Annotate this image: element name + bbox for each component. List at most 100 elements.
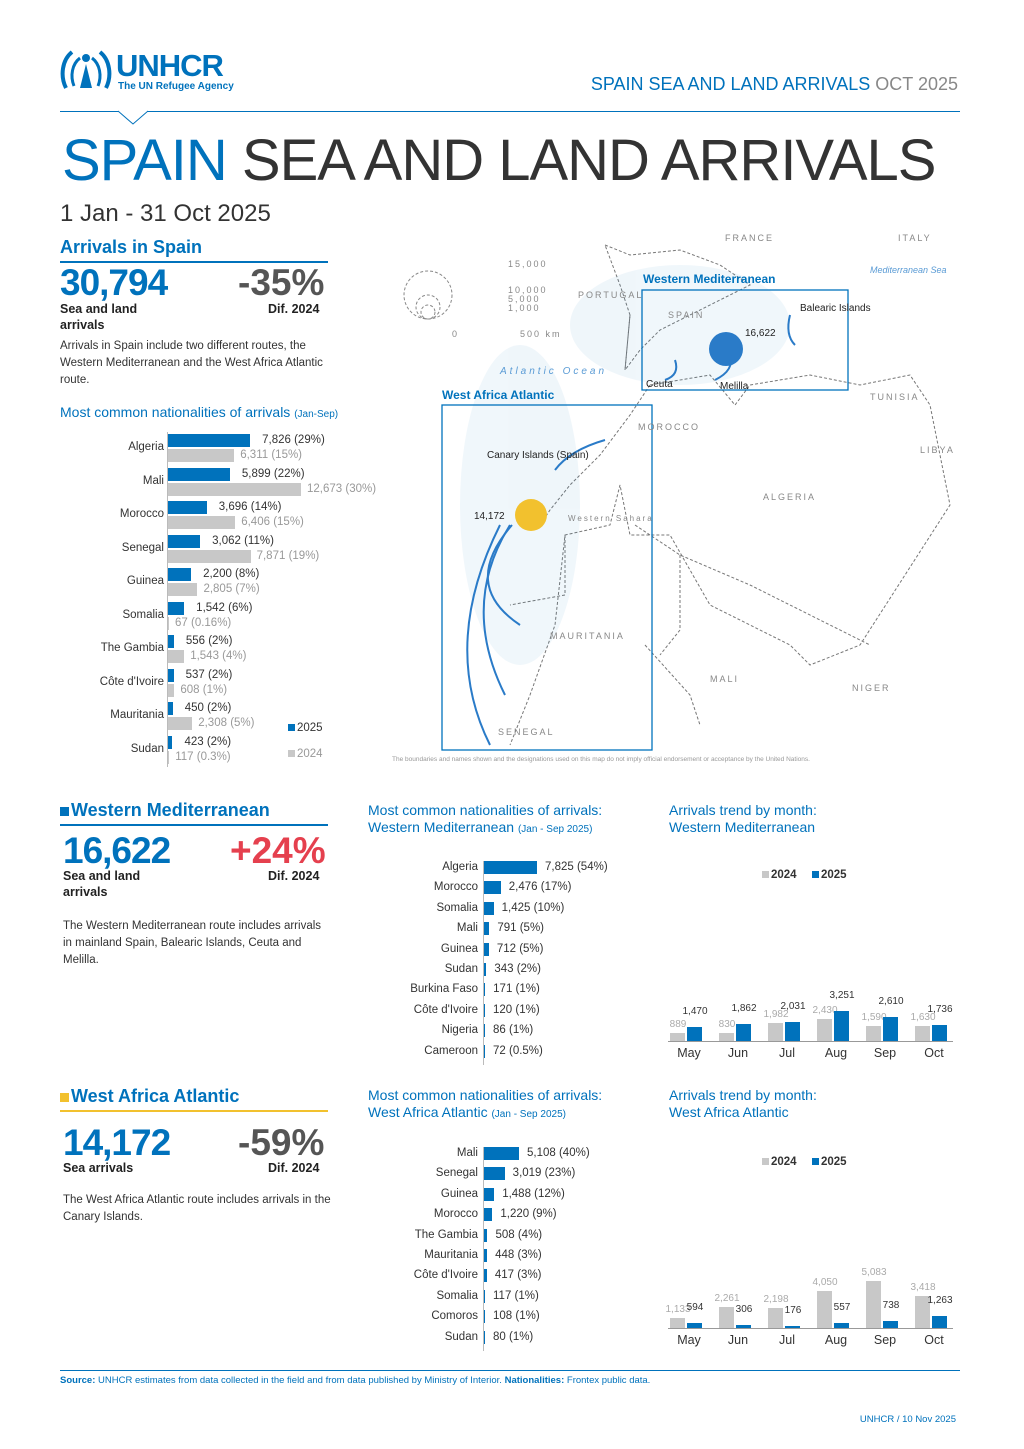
value-label-2025: 3,251 (829, 990, 855, 1001)
axis-line (483, 1147, 484, 1351)
category-label: Somalia (436, 1289, 478, 1302)
spain-heading: Arrivals in Spain (60, 237, 328, 263)
bar-2024 (168, 516, 236, 529)
svg-text:10,000: 10,000 (508, 285, 548, 295)
category-label: Guinea (440, 942, 478, 955)
bar (484, 1330, 485, 1344)
value-label-2025: 7,826 (29%) (262, 434, 325, 446)
month-label: Aug (824, 1046, 848, 1060)
svg-text:5,000: 5,000 (508, 294, 541, 304)
value-label-2024: 1,543 (4%) (190, 650, 247, 662)
value-label-2025: 1,542 (6%) (196, 601, 253, 614)
value-label-2024: 5,083 (861, 1267, 887, 1278)
bar-2025 (168, 467, 230, 481)
month-label: May (677, 1333, 701, 1347)
bar (484, 983, 486, 997)
value-label-2024: 2,430 (812, 1004, 838, 1016)
bar (484, 1147, 519, 1160)
svg-text:0: 0 (452, 329, 459, 339)
bar-2025 (168, 735, 173, 749)
bar-2024 (168, 683, 175, 697)
bar (484, 1167, 505, 1181)
value-label: 1,220 (9%) (500, 1208, 557, 1221)
bar (484, 1310, 485, 1324)
svg-text:Western Mediterranean: Western Mediterranean (643, 272, 776, 286)
bar-2024 (670, 1317, 685, 1328)
map-disclaimer: The boundaries and names shown and the d… (392, 756, 810, 763)
bar-2025 (883, 1016, 898, 1041)
svg-text:Balearic Islands: Balearic Islands (800, 303, 871, 314)
value-label: 120 (1%) (493, 1003, 540, 1016)
bar (484, 1269, 487, 1283)
bar-2024 (168, 549, 251, 563)
svg-text:Western Sahara: Western Sahara (568, 514, 654, 523)
bar-2024 (168, 583, 198, 596)
bar-2025 (932, 1024, 947, 1041)
wm-total: 16,622 (63, 830, 171, 871)
category-label: Algeria (128, 441, 164, 453)
category-label: Comoros (431, 1310, 478, 1323)
value-label-2024: 6,311 (15%) (240, 449, 303, 461)
bar-2025 (736, 1325, 751, 1328)
svg-text:16,622: 16,622 (745, 328, 776, 339)
bar-2024 (168, 616, 169, 630)
svg-text:TUNISIA: TUNISIA (870, 392, 920, 402)
value-label-2024: 1,133 (665, 1303, 691, 1315)
value-label-2025: 2,610 (878, 995, 904, 1007)
value-label-2025: 3,696 (14%) (218, 501, 282, 513)
svg-text:500 km: 500 km (520, 329, 562, 339)
month-label: May (677, 1046, 701, 1060)
value-label-2025: 450 (2%) (184, 702, 232, 714)
baseline (668, 1328, 953, 1329)
bar (484, 1003, 485, 1017)
category-label: Algeria (442, 861, 478, 873)
svg-text:Melilla: Melilla (720, 381, 749, 392)
svg-text:MALI: MALI (710, 674, 739, 684)
axis-line (167, 432, 168, 767)
category-label: Mali (456, 922, 478, 935)
value-label-2024: 7,871 (19%) (256, 549, 320, 562)
value-label: 80 (1%) (493, 1330, 534, 1343)
svg-text:SPAIN: SPAIN (668, 310, 704, 320)
month-label: Jul (779, 1046, 795, 1060)
value-label-2025: 1,263 (927, 1295, 953, 1307)
svg-text:LIBYA: LIBYA (920, 445, 955, 455)
value-label: 5,108 (40%) (527, 1147, 590, 1159)
value-label-2025: 3,062 (11%) (212, 534, 274, 547)
value-label-2024: 830 (718, 1019, 736, 1031)
chart1-title: Most common nationalities of arrivals (J… (60, 404, 339, 420)
category-label: Somalia (436, 901, 478, 914)
value-label-2025: 2,031 (780, 1001, 806, 1013)
header-doc-title: SPAIN SEA AND LAND ARRIVALS OCT 2025 (590, 74, 958, 94)
value-label-2025: 5,899 (22%) (241, 467, 305, 480)
page-title: SPAIN SEA AND LAND ARRIVALS (62, 128, 936, 193)
category-label: Somalia (122, 608, 164, 621)
legend-2024: 2024 (762, 869, 797, 881)
bar-2025 (785, 1326, 800, 1328)
category-label: Côte d'Ivoire (99, 675, 164, 688)
value-label-2024: 67 (0.16%) (175, 616, 232, 629)
divider (60, 111, 960, 112)
month-label: Oct (924, 1333, 944, 1347)
bar (484, 1289, 485, 1303)
svg-text:FRANCE: FRANCE (725, 233, 774, 243)
svg-text:Mediterranean Sea: Mediterranean Sea (870, 265, 947, 275)
value-label-2025: 423 (2%) (184, 735, 232, 748)
category-label: Mauritania (110, 709, 164, 721)
bar-2025 (883, 1321, 898, 1328)
bar-2024 (168, 449, 235, 462)
value-label-2024: 117 (0.3%) (175, 750, 231, 763)
bar (484, 1044, 485, 1058)
legend-2025: 2025 (812, 869, 847, 881)
svg-text:PORTUGAL: PORTUGAL (578, 290, 643, 300)
value-label-2024: 608 (1%) (180, 683, 228, 696)
bar-2024 (670, 1032, 685, 1041)
bar (484, 942, 489, 956)
category-label: Burkina Faso (410, 983, 478, 996)
wm-marker (60, 807, 69, 816)
category-label: Sudan (444, 1330, 478, 1343)
value-label-2024: 2,198 (763, 1293, 789, 1305)
category-label: Morocco (433, 1208, 478, 1221)
value-label-2024: 12,673 (30%) (307, 482, 377, 495)
value-label-2025: 594 (686, 1301, 704, 1313)
